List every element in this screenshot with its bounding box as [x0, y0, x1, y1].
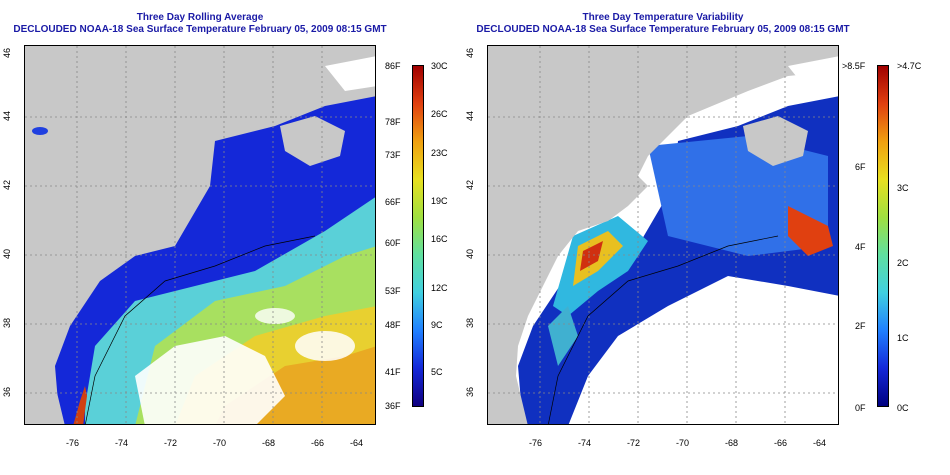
left-xtick--76: -76 [66, 438, 80, 448]
right-xtick--70: -70 [676, 438, 690, 448]
right-ytick-44: 44 [465, 110, 476, 122]
left-cbar-c4: 16C [431, 234, 448, 244]
right-xtick--72: -72 [627, 438, 641, 448]
left-cbar-c3: 19C [431, 196, 448, 206]
left-cbar-f8: 36F [385, 401, 401, 411]
left-cbar-f7: 41F [385, 367, 401, 377]
right-cbar-c0: >4.7C [897, 61, 922, 71]
right-ytick-40: 40 [465, 248, 476, 260]
left-cbar-f4: 60F [385, 238, 401, 248]
left-ytick-46: 46 [2, 47, 13, 59]
right-ytick-42: 42 [465, 179, 476, 191]
left-cbar-f1: 78F [385, 117, 401, 127]
left-cbar-f6: 48F [385, 320, 401, 330]
left-xtick--64: -64 [350, 438, 364, 448]
left-colorbar [412, 65, 424, 407]
right-cbar-f4: 0F [855, 403, 866, 413]
left-ytick-44: 44 [2, 110, 13, 122]
right-cbar-f1: 6F [855, 162, 866, 172]
right-xtick--74: -74 [578, 438, 592, 448]
right-xtick--76: -76 [529, 438, 543, 448]
left-xtick--74: -74 [115, 438, 129, 448]
right-cbar-c4: 0C [897, 403, 909, 413]
left-xtick--70: -70 [213, 438, 227, 448]
right-xtick--66: -66 [774, 438, 788, 448]
right-title-line1: Three Day Temperature Variability [582, 12, 744, 23]
right-cbar-c3: 1C [897, 333, 909, 343]
right-cbar-f2: 4F [855, 242, 866, 252]
left-title-line2: DECLOUDED NOAA-18 Sea Surface Temperatur… [13, 24, 387, 35]
left-title-line1: Three Day Rolling Average [136, 12, 264, 23]
left-cbar-c6: 9C [431, 320, 443, 330]
left-cbar-c1: 26C [431, 109, 448, 119]
right-ytick-36: 36 [465, 386, 476, 398]
left-cbar-c0: 30C [431, 61, 448, 71]
left-ytick-42: 42 [2, 179, 13, 191]
right-cbar-c2: 2C [897, 258, 909, 268]
left-xtick--72: -72 [164, 438, 178, 448]
right-title-line2: DECLOUDED NOAA-18 Sea Surface Temperatur… [476, 24, 850, 35]
left-cbar-f2: 73F [385, 150, 401, 160]
right-cbar-c1: 3C [897, 183, 909, 193]
left-sst-map [24, 45, 376, 425]
left-cbar-f5: 53F [385, 286, 401, 296]
left-ytick-38: 38 [2, 317, 13, 329]
left-xtick--68: -68 [262, 438, 276, 448]
right-ytick-38: 38 [465, 317, 476, 329]
right-xtick--68: -68 [725, 438, 739, 448]
right-xtick--64: -64 [813, 438, 827, 448]
right-cbar-f3: 2F [855, 321, 866, 331]
left-ytick-36: 36 [2, 386, 13, 398]
right-variability-map [487, 45, 839, 425]
right-cbar-f0: >8.5F [842, 61, 866, 71]
left-xtick--66: -66 [311, 438, 325, 448]
right-colorbar [877, 65, 889, 407]
left-cbar-c5: 12C [431, 283, 448, 293]
left-cbar-f0: 86F [385, 61, 401, 71]
left-cbar-f3: 66F [385, 197, 401, 207]
left-ytick-40: 40 [2, 248, 13, 260]
left-cbar-c2: 23C [431, 148, 448, 158]
left-cbar-c7: 5C [431, 367, 443, 377]
right-ytick-46: 46 [465, 47, 476, 59]
